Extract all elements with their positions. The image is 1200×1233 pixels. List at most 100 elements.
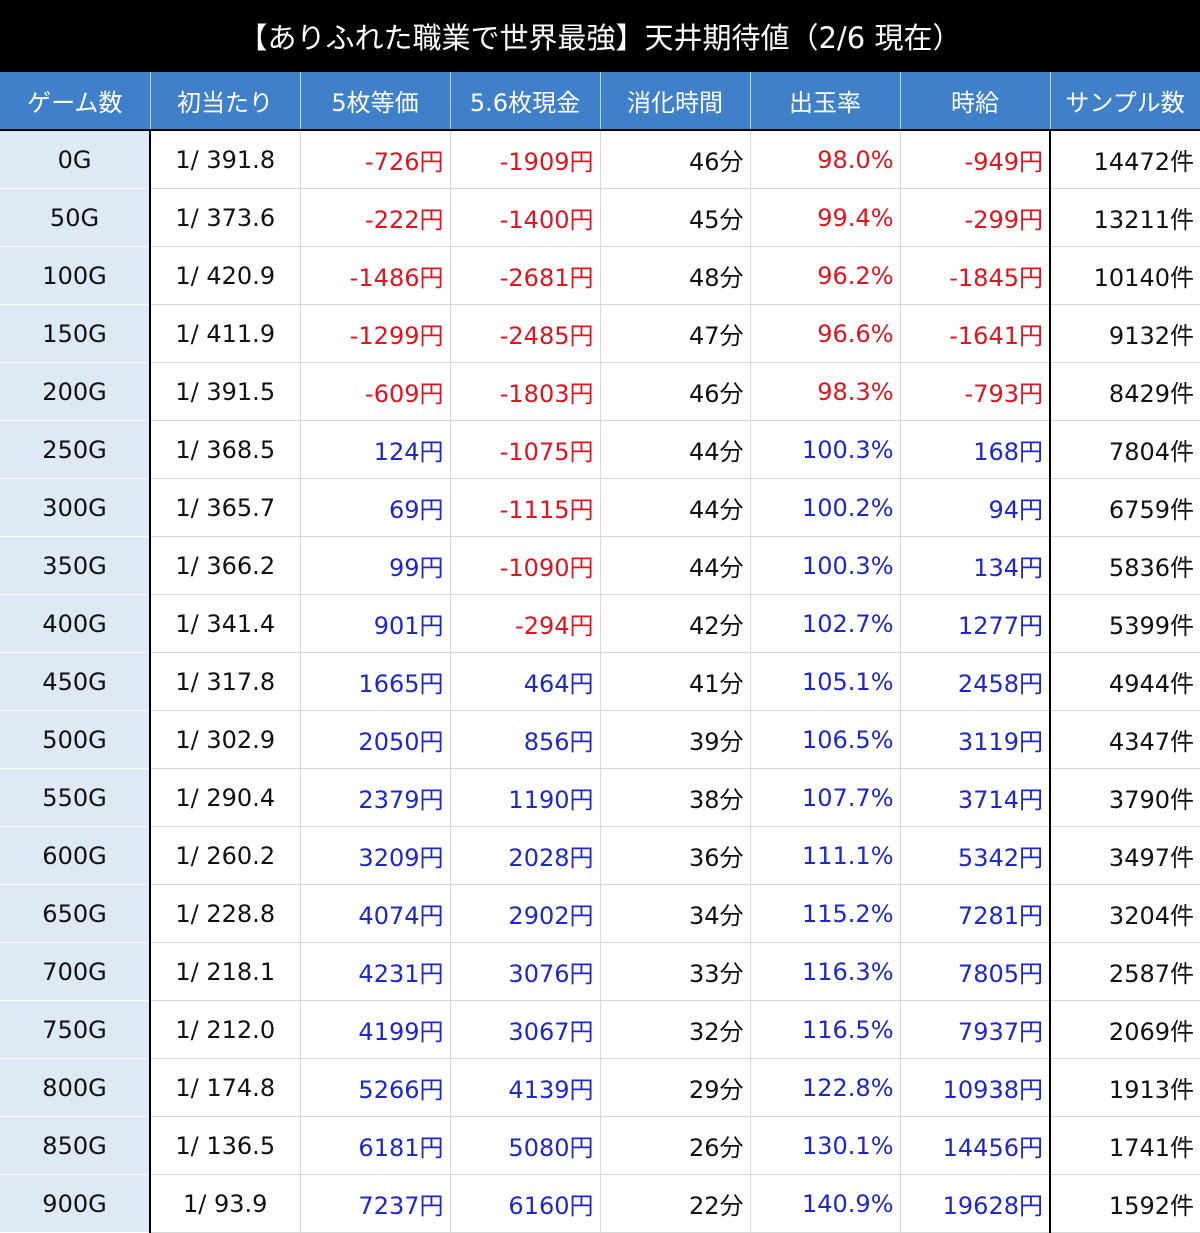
table-cell: -299円 — [900, 188, 1051, 247]
table-cell: 300G — [0, 478, 151, 537]
table-cell: 6160円 — [450, 1174, 601, 1233]
table-cell: 650G — [0, 884, 151, 943]
table-cell: 7281円 — [900, 884, 1051, 943]
table-cell: 14456円 — [900, 1116, 1051, 1175]
table-cell: 850G — [0, 1116, 151, 1175]
table-row: 300G 1/ 365.7 69円 -1115円 44分 100.2% 94円 6759件 — [0, 478, 1200, 537]
table-cell: 5836件 — [1050, 536, 1200, 595]
table-cell: 94円 — [900, 478, 1051, 537]
table-cell: -1641円 — [900, 304, 1051, 363]
table-cell: 1/ 212.0 — [150, 1000, 301, 1059]
table-cell: -726円 — [300, 130, 451, 189]
table-cell: 130.1% — [750, 1116, 901, 1175]
table-row: 250G 1/ 368.5 124円 -1075円 44分 100.3% 168円 7804件 — [0, 420, 1200, 479]
table-cell: 5080円 — [450, 1116, 601, 1175]
table-cell: 124円 — [300, 420, 451, 479]
table-cell: -2485円 — [450, 304, 601, 363]
table-cell: 6181円 — [300, 1116, 451, 1175]
column-header: 5枚等価 — [300, 72, 451, 131]
table-row: 450G 1/ 317.8 1665円 464円 41分 105.1% 2458円 4944件 — [0, 652, 1200, 711]
table-cell: 44分 — [600, 536, 751, 595]
table-cell: -2681円 — [450, 246, 601, 305]
column-header: 消化時間 — [600, 72, 751, 131]
table-cell: 50G — [0, 188, 151, 247]
table-cell: 140.9% — [750, 1174, 901, 1233]
table-cell: 7804件 — [1050, 420, 1200, 479]
column-header: サンプル数 — [1050, 72, 1200, 131]
table-cell: -1400円 — [450, 188, 601, 247]
table-cell: 5342円 — [900, 826, 1051, 885]
table-cell: 4199円 — [300, 1000, 451, 1059]
table-cell: 2028円 — [450, 826, 601, 885]
table-cell: 1665円 — [300, 652, 451, 711]
table-cell: 122.8% — [750, 1058, 901, 1117]
table-cell: 1/ 136.5 — [150, 1116, 301, 1175]
table-cell: 115.2% — [750, 884, 901, 943]
table-cell: 42分 — [600, 594, 751, 653]
table-cell: 96.6% — [750, 304, 901, 363]
table-cell: 1/ 420.9 — [150, 246, 301, 305]
table-cell: 4231円 — [300, 942, 451, 1001]
table-cell: 102.7% — [750, 594, 901, 653]
table-cell: 100.3% — [750, 536, 901, 595]
table-cell: 46分 — [600, 362, 751, 421]
table-cell: 2902円 — [450, 884, 601, 943]
table-cell: 100.2% — [750, 478, 901, 537]
table-cell: 450G — [0, 652, 151, 711]
table-cell: 3067円 — [450, 1000, 601, 1059]
table-cell: 1277円 — [900, 594, 1051, 653]
table-cell: 5399件 — [1050, 594, 1200, 653]
table-cell: 26分 — [600, 1116, 751, 1175]
table-cell: 7805円 — [900, 942, 1051, 1001]
table-cell: 7237円 — [300, 1174, 451, 1233]
table-cell: 150G — [0, 304, 151, 363]
table-cell: 100G — [0, 246, 151, 305]
table-cell: 100.3% — [750, 420, 901, 479]
table-cell: 1/ 391.5 — [150, 362, 301, 421]
table-cell: -1115円 — [450, 478, 601, 537]
table-cell: 3497件 — [1050, 826, 1200, 885]
table-cell: 200G — [0, 362, 151, 421]
table-cell: 2587件 — [1050, 942, 1200, 1001]
table-cell: 41分 — [600, 652, 751, 711]
table-cell: -1845円 — [900, 246, 1051, 305]
table-row: 750G 1/ 212.0 4199円 3067円 32分 116.5% 7937円 2069… — [0, 1000, 1200, 1059]
table-row: 100G 1/ 420.9 -1486円 -2681円 48分 96.2% -1845円 10… — [0, 246, 1200, 305]
table-cell: 14472件 — [1050, 130, 1200, 189]
table-cell: 700G — [0, 942, 151, 1001]
table-cell: 2379円 — [300, 768, 451, 827]
table-row: 50G 1/ 373.6 -222円 -1400円 45分 99.4% -299円 13211… — [0, 188, 1200, 247]
table-cell: 464円 — [450, 652, 601, 711]
table-cell: 168円 — [900, 420, 1051, 479]
table-cell: 47分 — [600, 304, 751, 363]
table-cell: 4944件 — [1050, 652, 1200, 711]
table-row: 400G 1/ 341.4 901円 -294円 42分 102.7% 1277円 5399件 — [0, 594, 1200, 653]
table-cell: 29分 — [600, 1058, 751, 1117]
table-cell: 105.1% — [750, 652, 901, 711]
data-table: ゲーム数 初当たり 5枚等価 5.6枚現金 消化時間 出玉率 時給 サンプル数 0G 1/ 39… — [0, 72, 1200, 1233]
header-row: ゲーム数 初当たり 5枚等価 5.6枚現金 消化時間 出玉率 時給 サンプル数 — [0, 72, 1200, 131]
table-cell: 8429件 — [1050, 362, 1200, 421]
table-cell: 1913件 — [1050, 1058, 1200, 1117]
table-cell: 98.0% — [750, 130, 901, 189]
table-cell: 2069件 — [1050, 1000, 1200, 1059]
table-cell: 1/ 93.9 — [150, 1174, 301, 1233]
table-row: 800G 1/ 174.8 5266円 4139円 29分 122.8% 10938円 191… — [0, 1058, 1200, 1117]
table-cell: 44分 — [600, 478, 751, 537]
table-cell: 0G — [0, 130, 151, 189]
table-cell: 107.7% — [750, 768, 901, 827]
table-cell: 1/ 317.8 — [150, 652, 301, 711]
table-cell: 1/ 341.4 — [150, 594, 301, 653]
table-cell: 7937円 — [900, 1000, 1051, 1059]
table-cell: 400G — [0, 594, 151, 653]
table-row: 200G 1/ 391.5 -609円 -1803円 46分 98.3% -793円 8429… — [0, 362, 1200, 421]
table-cell: 106.5% — [750, 710, 901, 769]
table-body: 0G 1/ 391.8 -726円 -1909円 46分 98.0% -949円 14472件… — [0, 130, 1200, 1233]
table-cell: -294円 — [450, 594, 601, 653]
column-header: 5.6枚現金 — [450, 72, 601, 131]
table-row: 600G 1/ 260.2 3209円 2028円 36分 111.1% 5342円 3497… — [0, 826, 1200, 885]
table-cell: -222円 — [300, 188, 451, 247]
table-row: 850G 1/ 136.5 6181円 5080円 26分 130.1% 14456円 174… — [0, 1116, 1200, 1175]
table-cell: 116.3% — [750, 942, 901, 1001]
